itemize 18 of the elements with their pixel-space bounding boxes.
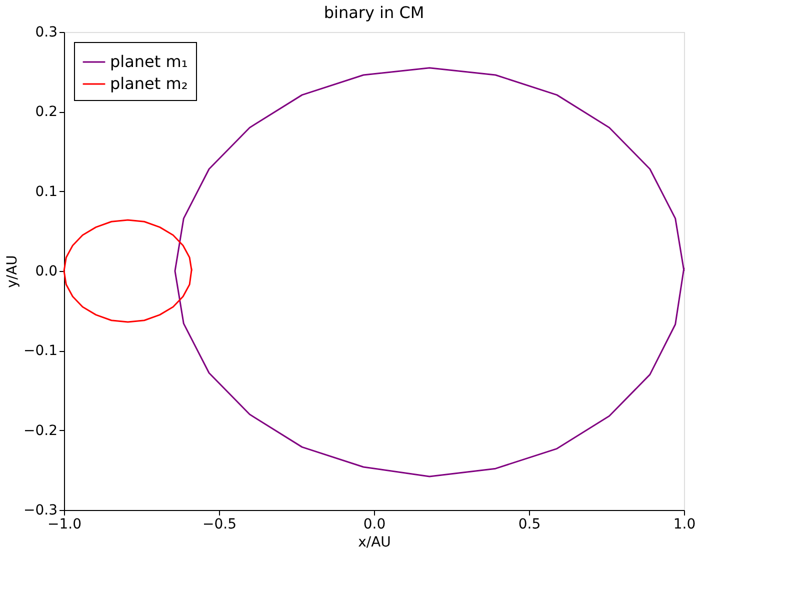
- x-tick-label: 0.5: [518, 516, 541, 532]
- y-tick-label: 0.2: [35, 104, 58, 120]
- x-axis-title: x/AU: [358, 534, 391, 550]
- y-tick-label: 0.1: [35, 184, 58, 200]
- x-tick-label: 1.0: [673, 516, 696, 532]
- y-tick-label: 0.3: [35, 24, 58, 40]
- legend-label: planet m₂: [110, 74, 188, 93]
- x-tick-label: −0.5: [202, 516, 236, 532]
- x-tick-label: 0.0: [363, 516, 386, 532]
- legend-label: planet m₁: [110, 52, 188, 71]
- y-tick-label: 0.0: [35, 264, 58, 280]
- chart-title: binary in CM: [324, 3, 424, 22]
- line-series: [63, 219, 192, 323]
- y-tick-label: −0.2: [24, 422, 58, 439]
- y-tick-label: −0.1: [24, 343, 58, 360]
- y-tick-label: −0.3: [24, 502, 58, 518]
- y-axis-title: y/AU: [4, 255, 21, 288]
- x-tick-label: −1.0: [48, 516, 82, 532]
